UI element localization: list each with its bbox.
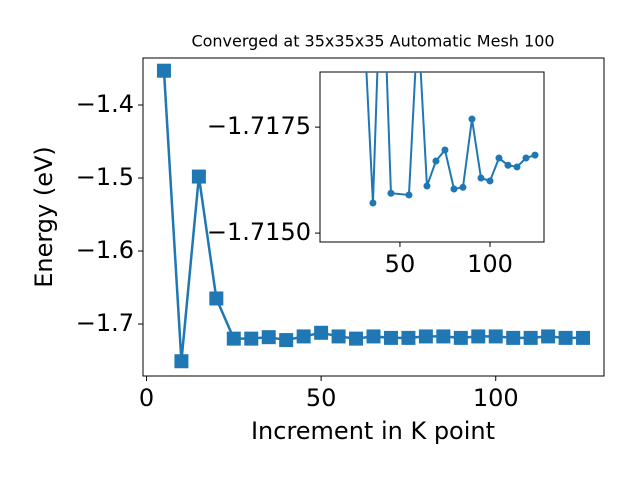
marker xyxy=(453,330,468,345)
marker xyxy=(471,329,486,344)
marker xyxy=(459,183,467,191)
marker xyxy=(468,115,476,123)
marker xyxy=(387,189,395,197)
marker xyxy=(191,169,206,184)
y-tick-label: −1.5 xyxy=(76,163,134,191)
marker xyxy=(513,163,521,171)
x-tick-label: 50 xyxy=(306,384,337,412)
marker xyxy=(366,329,381,344)
marker xyxy=(432,157,440,165)
marker xyxy=(414,18,421,25)
chart-title: Converged at 35x35x35 Automatic Mesh 100 xyxy=(191,32,554,51)
marker xyxy=(504,161,512,169)
marker xyxy=(506,330,521,345)
marker xyxy=(522,154,530,162)
marker xyxy=(423,182,431,190)
x-axis-label: Increment in K point xyxy=(251,417,495,445)
marker xyxy=(174,354,189,369)
plot-area xyxy=(319,71,545,243)
x-tick-label: 100 xyxy=(473,384,519,412)
marker xyxy=(477,174,485,182)
marker xyxy=(226,331,241,346)
marker xyxy=(401,330,416,345)
marker xyxy=(531,151,539,159)
marker xyxy=(441,146,449,154)
marker xyxy=(244,331,259,346)
y-tick-label: −1.7150 xyxy=(207,218,311,246)
marker xyxy=(369,199,377,207)
marker xyxy=(360,18,367,25)
marker xyxy=(488,329,503,344)
x-tick-label: 100 xyxy=(467,250,513,278)
marker xyxy=(450,185,458,193)
marker xyxy=(558,330,573,345)
marker xyxy=(383,330,398,345)
marker xyxy=(418,329,433,344)
y-tick-label: −1.4 xyxy=(76,90,134,118)
marker xyxy=(576,330,591,345)
series xyxy=(156,63,591,369)
y-tick-label: −1.6 xyxy=(76,236,134,264)
marker xyxy=(331,329,346,344)
series xyxy=(360,18,539,207)
marker xyxy=(405,191,413,199)
marker xyxy=(296,329,311,344)
marker xyxy=(495,154,503,162)
marker xyxy=(436,329,451,344)
x-tick-label: 50 xyxy=(385,250,416,278)
marker xyxy=(349,331,364,346)
x-tick-label: 0 xyxy=(139,384,154,412)
marker xyxy=(486,177,494,185)
marker xyxy=(261,330,276,345)
marker xyxy=(156,63,171,78)
y-axis-label: Energy (eV) xyxy=(30,146,58,288)
y-tick-label: −1.7175 xyxy=(207,112,311,140)
marker xyxy=(209,291,224,306)
y-tick-label: −1.7 xyxy=(76,309,134,337)
marker xyxy=(279,333,294,348)
marker xyxy=(541,329,556,344)
marker xyxy=(314,325,329,340)
marker xyxy=(523,330,538,345)
